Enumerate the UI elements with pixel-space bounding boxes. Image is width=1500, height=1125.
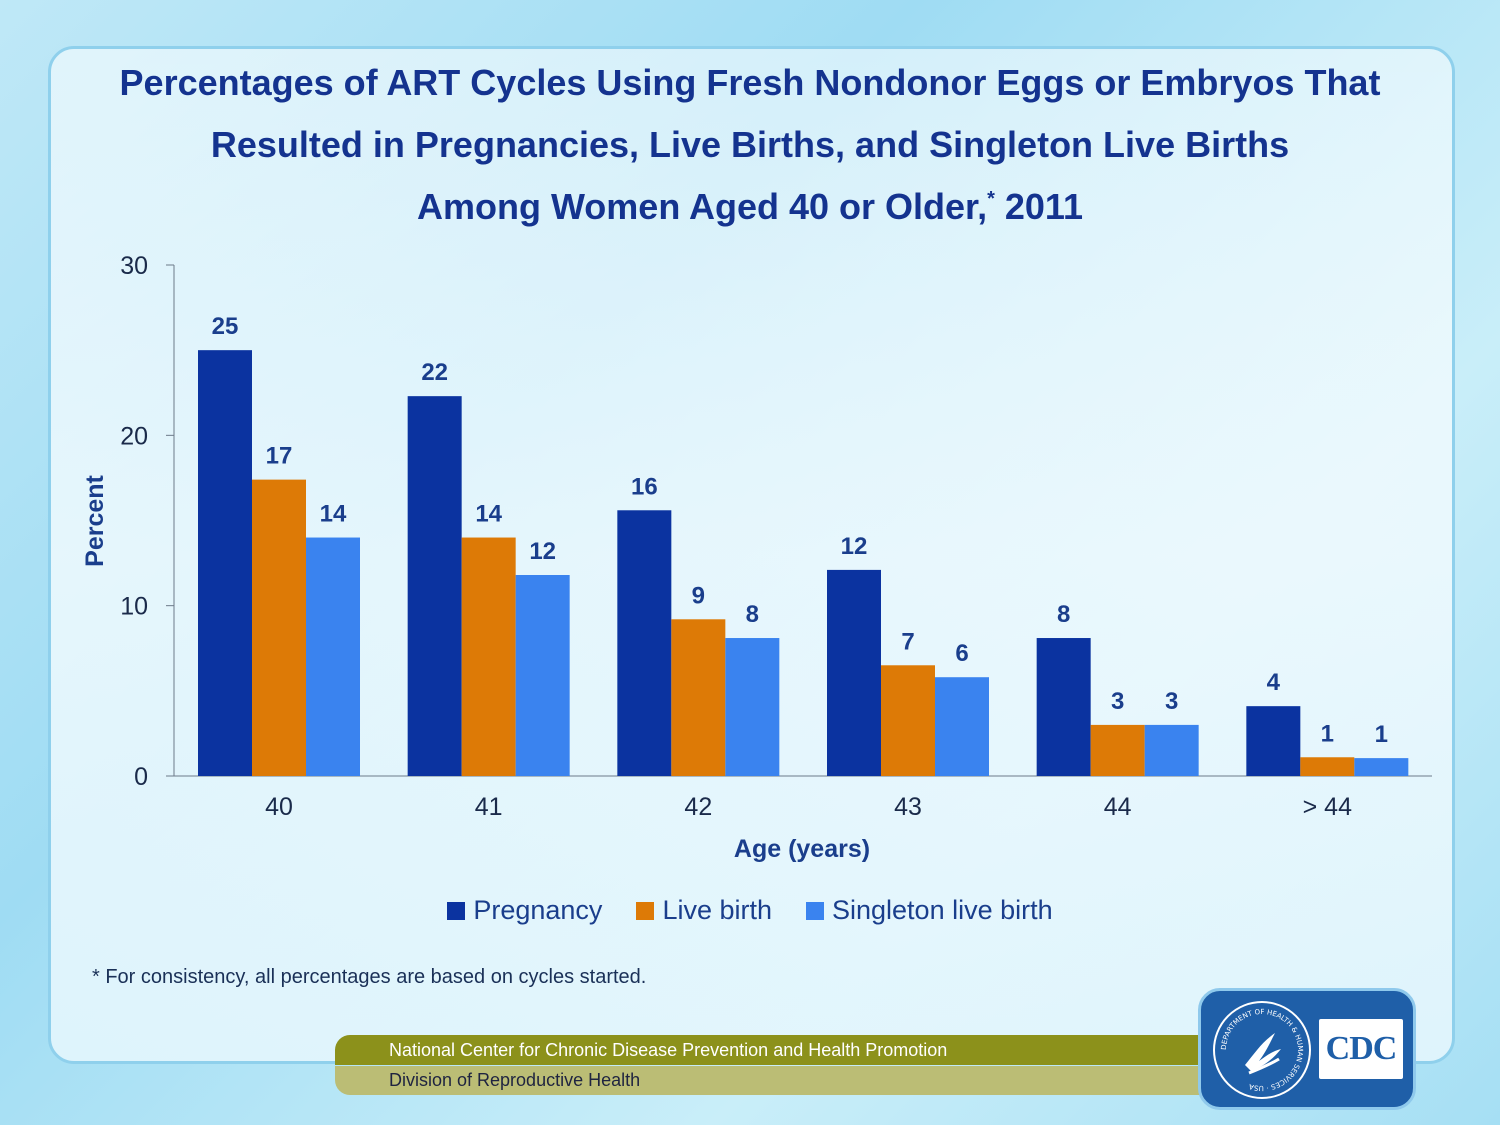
- legend-label-singleton: Singleton live birth: [832, 895, 1053, 925]
- legend-swatch-pregnancy: [447, 901, 466, 920]
- y-tick-label: 30: [120, 252, 148, 280]
- bar-pregnancy: [1246, 706, 1301, 776]
- data-label: 14: [475, 501, 502, 528]
- data-label: 4: [1267, 669, 1281, 696]
- legend-swatch-singleton: [806, 901, 824, 920]
- data-label: 17: [266, 443, 293, 470]
- bar-live-birth: [1090, 724, 1145, 776]
- bar-live-birth: [252, 479, 306, 776]
- legend-swatch-live-birth: [636, 901, 655, 920]
- data-label: 7: [901, 628, 914, 655]
- data-label: 8: [746, 601, 759, 628]
- cdc-logo-block: DEPARTMENT OF HEALTH & HUMAN SERVICES · …: [1198, 988, 1416, 1110]
- title-line-2: Resulted in Pregnancies, Live Births, an…: [210, 124, 1290, 165]
- legend-label-live-birth: Live birth: [662, 895, 772, 925]
- title-line-3: Among Women Aged 40 or Older,* 2011: [60, 176, 1440, 238]
- bar-pregnancy: [827, 569, 881, 776]
- x-tick-label: 44: [1104, 793, 1132, 821]
- data-label: 8: [1057, 601, 1070, 628]
- title-line-3-text: Among Women Aged 40 or Older,: [417, 186, 988, 227]
- chart-legend: Pregnancy Live birth Singleton live birt…: [0, 895, 1500, 926]
- title-footnote-marker: *: [987, 188, 995, 210]
- y-axis-title: Percent: [81, 474, 109, 566]
- title-year: 2011: [994, 186, 1083, 227]
- data-label: 3: [1111, 688, 1124, 715]
- footer-center-name: National Center for Chronic Disease Prev…: [335, 1035, 1215, 1065]
- y-tick-label: 0: [134, 763, 148, 791]
- y-tick-label: 10: [120, 593, 148, 621]
- data-label: 22: [421, 359, 448, 386]
- x-tick-label: 40: [265, 793, 293, 821]
- footnote: * For consistency, all percentages are b…: [92, 966, 647, 988]
- bar-live-birth: [671, 619, 726, 776]
- x-tick-label: > 44: [1303, 793, 1352, 821]
- data-label: 25: [212, 313, 239, 340]
- legend-item-singleton: Singleton live birth: [806, 895, 1053, 926]
- legend-item-pregnancy: Pregnancy: [447, 895, 602, 926]
- bar-live-birth: [1300, 757, 1355, 776]
- bar-singleton-live-birth: [935, 677, 989, 776]
- cdc-logo-text: CDC: [1325, 1030, 1398, 1067]
- data-label: 1: [1321, 720, 1334, 747]
- bar-singleton-live-birth: [306, 537, 360, 776]
- title-line-1: Percentages of ART Cycles Using Fresh No…: [119, 62, 1381, 103]
- y-tick-label: 20: [120, 422, 148, 450]
- bar-pregnancy: [1036, 638, 1091, 776]
- chart-title: Percentages of ART Cycles Using Fresh No…: [60, 52, 1440, 238]
- hhs-seal-icon: DEPARTMENT OF HEALTH & HUMAN SERVICES · …: [1213, 1001, 1311, 1099]
- data-label: 12: [529, 538, 556, 565]
- x-tick-label: 42: [684, 793, 712, 821]
- legend-label-pregnancy: Pregnancy: [473, 895, 603, 925]
- data-label: 16: [631, 473, 658, 500]
- bar-singleton-live-birth: [515, 575, 570, 776]
- bar-live-birth: [461, 537, 516, 776]
- bar-live-birth: [881, 665, 935, 776]
- x-tick-label: 43: [894, 793, 922, 821]
- cdc-logo-icon: CDC: [1319, 1019, 1403, 1079]
- data-label: 12: [841, 533, 868, 560]
- bar-pregnancy: [407, 396, 462, 776]
- footer-division-name: Division of Reproductive Health: [335, 1066, 1215, 1095]
- x-tick-label: 41: [475, 793, 503, 821]
- x-axis-title: Age (years): [734, 835, 870, 863]
- bar-singleton-live-birth: [725, 638, 780, 776]
- bar-singleton-live-birth: [1354, 758, 1409, 776]
- legend-item-live-birth: Live birth: [636, 895, 772, 926]
- data-label: 6: [955, 640, 968, 667]
- bar-singleton-live-birth: [1144, 724, 1199, 776]
- bar-pregnancy: [198, 350, 252, 776]
- data-label: 14: [320, 501, 347, 528]
- data-label: 1: [1375, 721, 1388, 748]
- bar-pregnancy: [617, 510, 672, 776]
- data-label: 9: [692, 582, 705, 609]
- data-label: 3: [1165, 688, 1178, 715]
